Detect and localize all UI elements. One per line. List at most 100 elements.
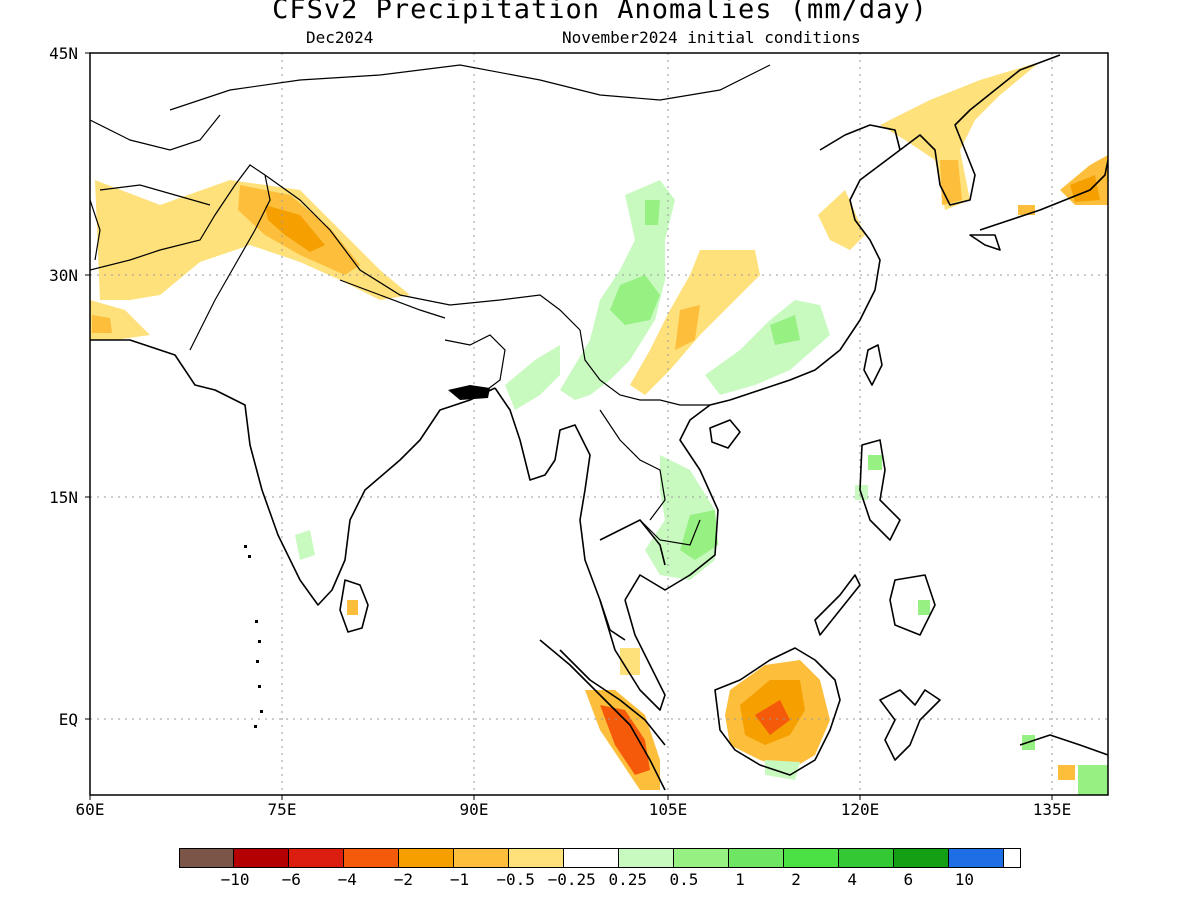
colorbar-tick-label: −4 [337, 870, 357, 889]
coast-mindanao [889, 574, 936, 636]
colorbar-cell [839, 848, 894, 868]
colorbar-tick-label: 0.5 [669, 870, 699, 889]
colorbar-tick-label: 0.25 [608, 870, 648, 889]
border-himalaya [264, 174, 581, 331]
coast-hainan [709, 419, 741, 449]
colorbar-tick-label: −0.5 [496, 870, 535, 889]
border-nepal [339, 279, 446, 319]
anomaly-arabian-coast-core [92, 315, 112, 333]
colorbar-tick-label: −0.25 [547, 870, 596, 889]
anomaly-se-china-wet-core [770, 315, 800, 345]
border-central-asia [90, 114, 221, 151]
colorbar-tick-label: −2 [393, 870, 414, 889]
x-label-90e: 90E [459, 800, 489, 819]
x-label-135e: 135E [1032, 800, 1072, 819]
anomaly-sumatra-core [600, 705, 650, 775]
map-frame [89, 52, 1109, 796]
coast-indochina [624, 399, 731, 601]
colorbar-cell [674, 848, 729, 868]
y-label-15n: 15N [49, 488, 78, 507]
grid-lines [90, 53, 1108, 795]
coastlines [90, 54, 1108, 791]
coast-sumatra [539, 639, 666, 791]
coast-japan-south [969, 234, 1001, 251]
coast-india [90, 339, 496, 606]
x-label-120e: 120E [840, 800, 880, 819]
colorbar-cell [454, 848, 509, 868]
colorbar-cell [729, 848, 784, 868]
colorbar-cell [509, 848, 564, 868]
anomaly-philippines-wet [868, 455, 882, 470]
country-borders [90, 64, 771, 546]
x-label-75e: 75E [267, 800, 297, 819]
colorbar [179, 848, 1004, 868]
colorbar-cell [619, 848, 674, 868]
x-label-105e: 105E [648, 800, 688, 819]
colorbar-tick-label: −10 [220, 870, 250, 889]
colorbar-cell [234, 848, 289, 868]
anomaly-borneo-core2 [755, 700, 790, 735]
anomaly-sw-china-wet-core2 [645, 200, 660, 225]
colorbar-tick-label: 1 [735, 870, 745, 889]
border-india-pakistan [189, 174, 271, 351]
anomaly-south-china-core [675, 305, 700, 350]
anomaly-western-himalaya [95, 180, 410, 300]
border-thai-laos [599, 409, 666, 521]
anomaly-sw-china-wet-core [610, 275, 660, 325]
valid-month-label: Dec2024 [306, 28, 374, 47]
anomaly-new-guinea-dry [1058, 765, 1075, 780]
coast-luzon [859, 439, 901, 541]
x-label-60e: 60E [75, 800, 105, 819]
anomaly-japan-2 [1018, 205, 1035, 215]
y-label-45n: 45N [49, 44, 78, 63]
axis-ticks [85, 52, 1053, 800]
colorbar-tick-label: 2 [791, 870, 801, 889]
anomaly-borneo-wet [765, 760, 800, 780]
coast-taiwan [863, 344, 883, 386]
map-title: CFSv2 Precipitation Anomalies (mm/day) [272, 0, 928, 25]
anomaly-malaya-dry [620, 648, 640, 675]
colorbar-cell [564, 848, 619, 868]
anomaly-india-wet [295, 530, 315, 560]
island-dots [244, 545, 263, 728]
coast-myanmar [494, 387, 626, 641]
coast-bohai [819, 124, 901, 151]
y-label-eq: EQ [58, 710, 78, 729]
coast-new-guinea [1019, 734, 1108, 756]
anomaly-sw-china-wet [560, 180, 675, 400]
colorbar-tick-label: −1 [449, 870, 470, 889]
coast-borneo [714, 647, 841, 776]
coast-korea [899, 54, 1061, 206]
coast-malay [599, 599, 666, 711]
colorbar-cell [399, 848, 454, 868]
anomaly-korea-core [940, 160, 962, 205]
initial-conditions-label: November2024 initial conditions [562, 28, 861, 47]
anomaly-myanmar-wet [505, 345, 560, 410]
colorbar-cell [784, 848, 839, 868]
anomaly-yellow-sea [818, 190, 865, 250]
colorbar-tick-label: 10 [954, 870, 975, 889]
border-afghan [99, 184, 211, 206]
colorbar-tick-label: 6 [903, 870, 914, 889]
anomaly-vietnam-wet-core [680, 510, 718, 560]
anomaly-kashmir-core [265, 205, 325, 252]
colorbar-cell [179, 848, 234, 868]
y-label-30n: 30N [49, 266, 78, 285]
colorbar-tick-label: 4 [847, 870, 858, 889]
border-bangladesh [444, 334, 506, 396]
colorbar-tick-label: −6 [281, 870, 301, 889]
colorbar-cell [949, 848, 1004, 868]
border-iran [90, 199, 101, 261]
coast-sri-lanka [339, 579, 369, 633]
colorbar-cell [894, 848, 949, 868]
colorbar-cell [289, 848, 344, 868]
ganges-delta [448, 385, 490, 400]
coast-japan [979, 159, 1108, 231]
coast-sulawesi [879, 689, 941, 761]
coast-palawan [814, 574, 861, 636]
border-cambodia [639, 519, 701, 546]
anomaly-sri-lanka [347, 600, 358, 615]
anomaly-new-guinea-wet [1078, 765, 1108, 795]
anomaly-se-china-wet [705, 300, 830, 395]
